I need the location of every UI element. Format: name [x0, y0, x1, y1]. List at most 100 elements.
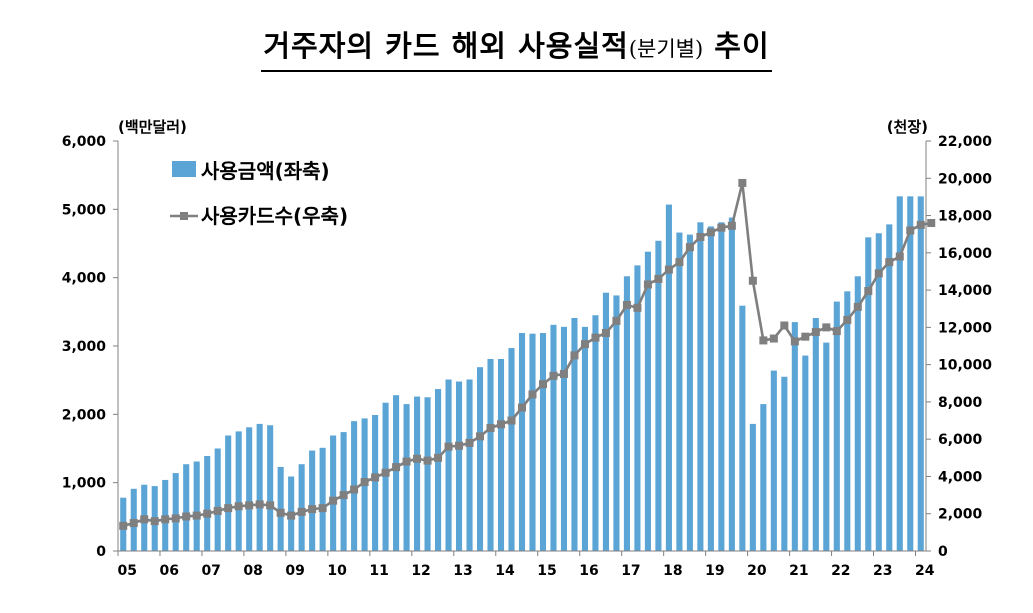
line-point-65: [801, 332, 810, 341]
line-point-41: [549, 371, 558, 380]
line-point-37: [507, 416, 516, 425]
line-point-67: [822, 323, 831, 332]
axes: 0 1,000 2,000 3,000 4,000 5,000 6,000 0 2,000 4,0…: [62, 134, 993, 579]
bar-69: [844, 291, 851, 551]
legend: 사용금액(좌축) 사용카드수(우축): [170, 159, 348, 228]
line-point-5: [171, 514, 180, 523]
bar-60: [749, 423, 756, 551]
left-tick-label: 1,000: [62, 476, 107, 492]
bar-49: [634, 265, 641, 551]
bar-25: [382, 402, 389, 551]
line-point-74: [895, 252, 904, 261]
bar-6: [183, 464, 190, 551]
line-point-48: [622, 301, 631, 309]
line-point-20: [329, 496, 338, 505]
line-point-32: [455, 441, 464, 450]
bar-34: [476, 367, 484, 551]
line-point-25: [381, 468, 390, 477]
x-tick-label: 05: [118, 563, 137, 579]
left-tick-label: 3,000: [62, 339, 107, 355]
bar-61: [760, 404, 767, 551]
line-point-39: [528, 390, 537, 399]
line-point-62: [769, 334, 778, 343]
bar-71: [865, 237, 872, 551]
line-point-13: [255, 500, 264, 509]
left-tick-label: 5,000: [62, 202, 107, 218]
bar-14: [267, 425, 274, 551]
line-point-7: [192, 511, 201, 520]
line-point-75: [906, 226, 915, 235]
line-point-73: [885, 258, 894, 267]
line-point-52: [664, 265, 673, 274]
line-point-49: [633, 303, 642, 312]
line-point-71: [864, 287, 873, 296]
line-point-51: [654, 274, 663, 283]
bar-44: [581, 326, 589, 551]
line-path: [122, 181, 932, 528]
x-tick-label: 24: [915, 563, 935, 579]
x-tick-label: 23: [873, 563, 892, 579]
bar-8: [204, 456, 211, 551]
line-point-55: [696, 232, 705, 241]
x-tick-label: 20: [747, 563, 767, 579]
line-point-28: [413, 454, 422, 463]
line-point-18: [308, 505, 317, 514]
title-sub: (분기별): [628, 37, 704, 61]
bar-41: [550, 324, 557, 551]
line-point-70: [853, 302, 862, 311]
left-tick-label: 4,000: [62, 271, 107, 287]
line-point-72: [874, 269, 883, 278]
bar-47: [613, 295, 620, 551]
line-point-0: [119, 521, 128, 530]
line-point-21: [339, 491, 348, 500]
line-point-76: [916, 220, 925, 229]
line-point-60: [748, 276, 757, 285]
line-point-44: [580, 340, 589, 349]
line-point-64: [790, 337, 799, 346]
bar-5: [172, 473, 179, 551]
line-point-42: [559, 369, 568, 378]
line-series: [119, 178, 936, 530]
right-tick-label: 16,000: [938, 246, 992, 262]
line-point-2: [140, 515, 149, 524]
right-tick-label: 6,000: [938, 432, 983, 448]
bar-39: [529, 333, 536, 551]
line-point-59: [738, 178, 747, 187]
bar-11: [235, 431, 242, 551]
line-point-45: [591, 333, 600, 342]
line-point-54: [685, 243, 694, 252]
line-point-1: [129, 519, 138, 528]
title-main: 거주자의 카드 해외 사용실적: [263, 29, 629, 63]
x-tick-label: 15: [537, 563, 556, 579]
line-point-46: [601, 328, 610, 337]
right-tick-label: 0: [938, 544, 948, 560]
line-point-69: [843, 315, 852, 324]
bar-62: [770, 370, 777, 551]
left-tick-label: 2,000: [62, 407, 107, 423]
x-tick-label: 19: [705, 563, 724, 579]
bar-67: [823, 342, 830, 551]
line-point-9: [213, 506, 222, 515]
bar-65: [802, 355, 809, 551]
bar-43: [571, 317, 578, 551]
line-point-47: [612, 316, 621, 325]
bar-73: [886, 224, 893, 551]
line-point-26: [392, 463, 401, 472]
line-point-10: [224, 504, 233, 513]
x-tick-label: 08: [243, 563, 262, 579]
x-tick-label: 16: [579, 563, 598, 579]
bar-46: [602, 292, 609, 551]
x-tick-label: 18: [663, 563, 682, 579]
bar-45: [592, 315, 599, 551]
line-point-38: [518, 403, 526, 412]
right-tick-label: 2,000: [938, 507, 983, 523]
bar-31: [445, 379, 452, 551]
right-tick-label: 4,000: [938, 469, 983, 485]
bar-52: [665, 204, 672, 552]
bar-40: [539, 333, 547, 551]
line-point-6: [182, 512, 191, 521]
line-point-12: [245, 501, 254, 510]
line-point-34: [476, 432, 485, 441]
x-tick-label: 11: [369, 563, 388, 579]
